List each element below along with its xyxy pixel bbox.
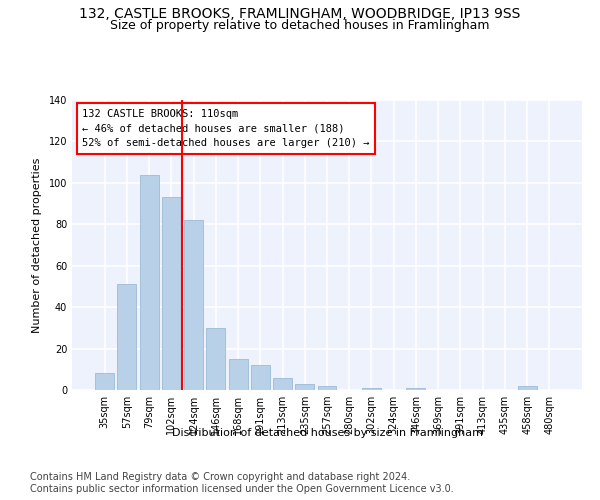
Bar xyxy=(295,384,314,390)
Text: Contains public sector information licensed under the Open Government Licence v3: Contains public sector information licen… xyxy=(30,484,454,494)
Bar xyxy=(184,220,203,390)
Text: Contains HM Land Registry data © Crown copyright and database right 2024.: Contains HM Land Registry data © Crown c… xyxy=(30,472,410,482)
Bar xyxy=(206,328,225,390)
Bar xyxy=(140,174,158,390)
Text: 132, CASTLE BROOKS, FRAMLINGHAM, WOODBRIDGE, IP13 9SS: 132, CASTLE BROOKS, FRAMLINGHAM, WOODBRI… xyxy=(79,8,521,22)
Bar xyxy=(406,388,425,390)
Text: 132 CASTLE BROOKS: 110sqm
← 46% of detached houses are smaller (188)
52% of semi: 132 CASTLE BROOKS: 110sqm ← 46% of detac… xyxy=(82,108,370,148)
Bar xyxy=(162,198,181,390)
Bar xyxy=(251,365,270,390)
Bar xyxy=(273,378,292,390)
Bar xyxy=(518,386,536,390)
Y-axis label: Number of detached properties: Number of detached properties xyxy=(32,158,41,332)
Bar xyxy=(95,374,114,390)
Text: Distribution of detached houses by size in Framlingham: Distribution of detached houses by size … xyxy=(172,428,482,438)
Bar xyxy=(317,386,337,390)
Bar xyxy=(229,359,248,390)
Text: Size of property relative to detached houses in Framlingham: Size of property relative to detached ho… xyxy=(110,19,490,32)
Bar xyxy=(362,388,381,390)
Bar xyxy=(118,284,136,390)
